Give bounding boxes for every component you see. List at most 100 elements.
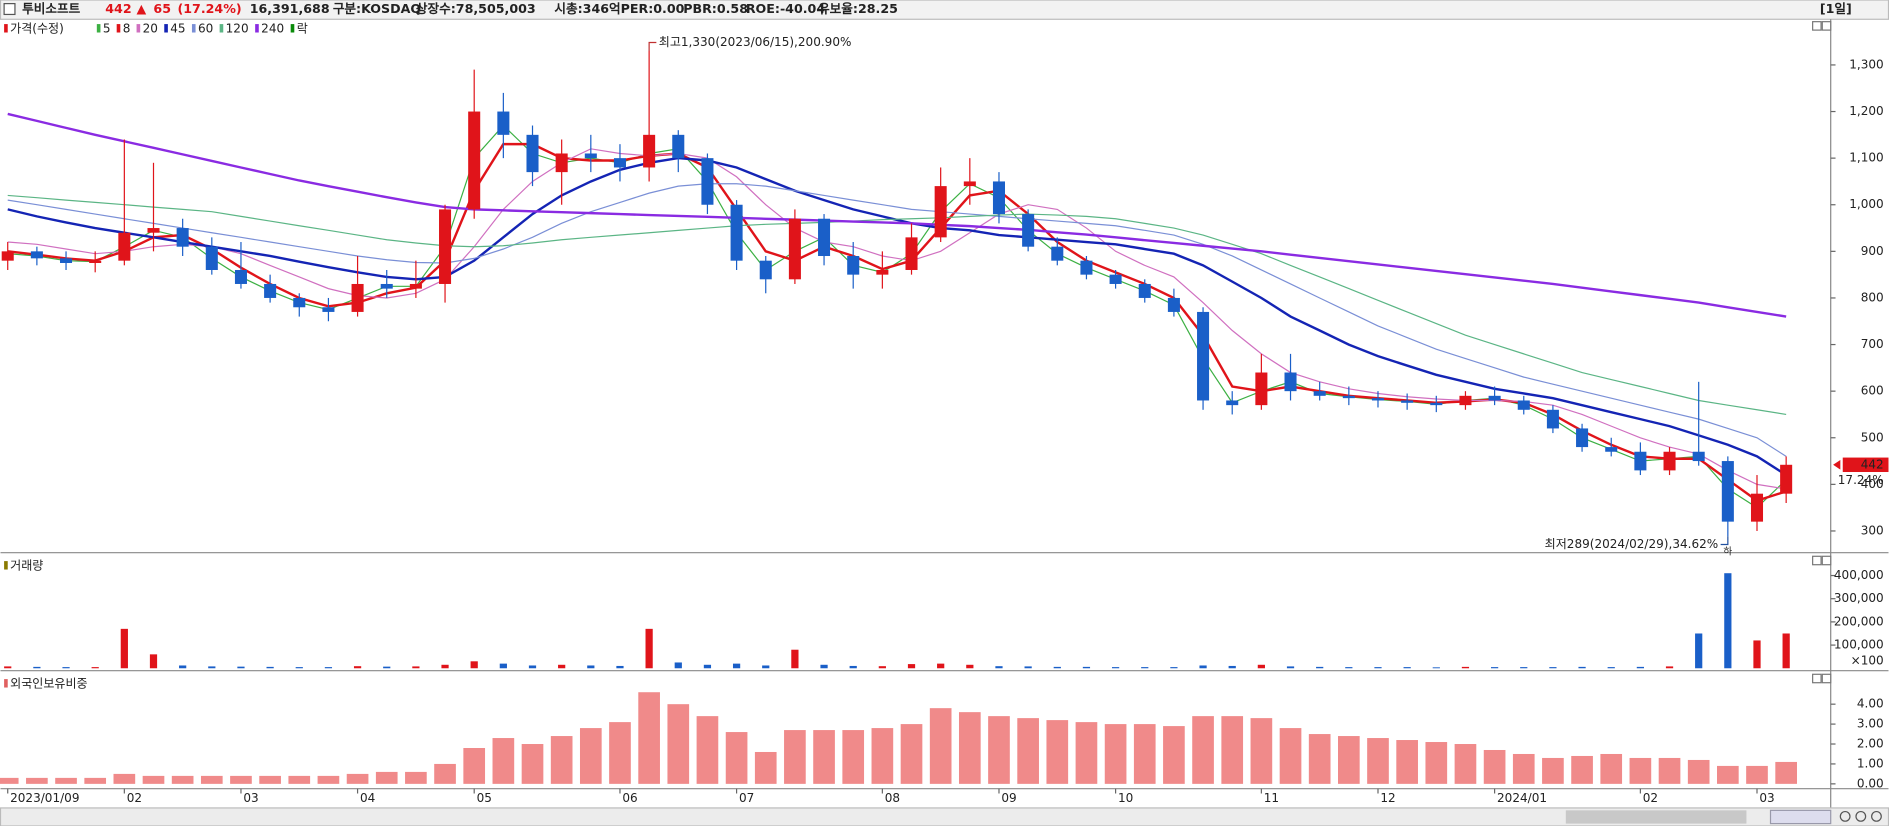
candle-body — [1371, 398, 1385, 401]
last-price-pointer — [1833, 459, 1841, 470]
legend-label: 120 — [226, 21, 249, 35]
bar — [1658, 757, 1681, 784]
candle-body — [380, 283, 393, 289]
y-tick-label: 1,200 — [1849, 104, 1883, 118]
bar — [492, 738, 515, 784]
bar — [1490, 667, 1499, 669]
zoom-button[interactable] — [1839, 810, 1851, 822]
bar — [1520, 667, 1528, 669]
bar — [317, 775, 340, 784]
y-tick-label: 400,000 — [1834, 568, 1884, 582]
panel-title: 외국인보유비중 — [10, 676, 87, 690]
zoom-slider[interactable] — [1769, 809, 1832, 825]
bar — [1279, 728, 1302, 784]
bar — [4, 666, 12, 669]
bar — [937, 663, 945, 669]
candle-body — [1138, 283, 1151, 298]
x-tick-label: 11 — [1264, 791, 1279, 805]
candle-body — [1109, 274, 1122, 284]
bar — [1286, 666, 1295, 669]
bar — [1374, 667, 1382, 669]
reserve-ratio: 유보율:28.25 — [818, 1, 898, 16]
y-tick-label: 1,300 — [1849, 57, 1883, 71]
checkbox[interactable] — [3, 3, 16, 16]
legend-swatch — [136, 24, 141, 33]
legend-label: 20 — [143, 21, 158, 35]
panel-button[interactable] — [1812, 21, 1822, 31]
bar — [1316, 666, 1324, 669]
bar — [1133, 724, 1156, 784]
candle-body — [351, 283, 364, 312]
bar — [62, 667, 70, 669]
candle-body — [613, 158, 626, 168]
candle-body — [555, 153, 568, 173]
candle-body — [234, 269, 247, 284]
legend-swatch — [4, 24, 8, 33]
legend-swatch — [4, 561, 8, 570]
bar — [1111, 667, 1120, 669]
bar — [324, 667, 333, 669]
candle-body — [788, 218, 801, 280]
bar — [1483, 749, 1506, 784]
bar — [1308, 734, 1331, 784]
moving-average-line — [7, 112, 1787, 318]
candle-body — [293, 297, 306, 308]
bar — [1345, 667, 1353, 669]
bar — [871, 728, 894, 784]
candle-body — [1255, 372, 1268, 406]
market: 구분:KOSDAQ — [333, 1, 422, 16]
bar — [762, 665, 770, 669]
scroll-thumb[interactable] — [1565, 810, 1747, 824]
bar — [587, 665, 595, 669]
candle-body — [1546, 409, 1559, 429]
bar — [1607, 667, 1615, 669]
annotation-arrow — [1720, 536, 1729, 546]
period[interactable]: [1일] — [1820, 1, 1852, 16]
panel-button[interactable] — [1812, 673, 1822, 684]
candle-body — [1576, 428, 1589, 448]
bar — [1425, 742, 1448, 784]
legend-swatch — [219, 24, 224, 33]
bar — [638, 692, 660, 784]
bar — [696, 716, 719, 784]
bar — [791, 649, 799, 669]
bar — [754, 751, 777, 784]
x-tick-label: 09 — [1001, 791, 1016, 805]
bar — [1250, 718, 1273, 784]
panel-button[interactable] — [1812, 555, 1822, 566]
panel-button[interactable] — [1821, 555, 1832, 566]
y-tick-label: 4.00 — [1857, 697, 1884, 711]
y-tick-label: 1,100 — [1849, 151, 1883, 165]
bar — [1571, 755, 1593, 784]
zoom-button[interactable] — [1871, 810, 1882, 822]
panel-button[interactable] — [1821, 673, 1832, 684]
candle-body — [1197, 311, 1210, 401]
panel-button[interactable] — [1821, 21, 1832, 31]
zoom-button[interactable] — [1855, 810, 1867, 822]
bar — [463, 747, 486, 784]
bar — [1782, 633, 1790, 669]
candle-body — [118, 232, 131, 261]
candle-body — [992, 181, 1006, 215]
pbr: PBR:0.58 — [683, 1, 748, 16]
candle-body — [1, 251, 14, 261]
bar — [1170, 667, 1178, 669]
candle-body — [1284, 372, 1297, 392]
bar — [784, 730, 806, 784]
bar — [499, 663, 507, 669]
bar — [667, 704, 690, 784]
bar — [521, 744, 544, 784]
bar — [1228, 665, 1236, 669]
legend-swatch — [191, 24, 196, 33]
bar — [353, 666, 362, 669]
bar — [295, 667, 303, 669]
price: 442 — [105, 1, 131, 16]
bar — [1024, 666, 1032, 669]
bar — [120, 628, 128, 669]
candle-body — [701, 158, 714, 205]
candle-body — [1663, 451, 1676, 471]
candle-body — [847, 256, 860, 275]
bar — [1403, 667, 1411, 669]
y-tick-label: 600 — [1861, 384, 1884, 398]
x-tick-label: 2023/01/09 — [10, 791, 79, 805]
